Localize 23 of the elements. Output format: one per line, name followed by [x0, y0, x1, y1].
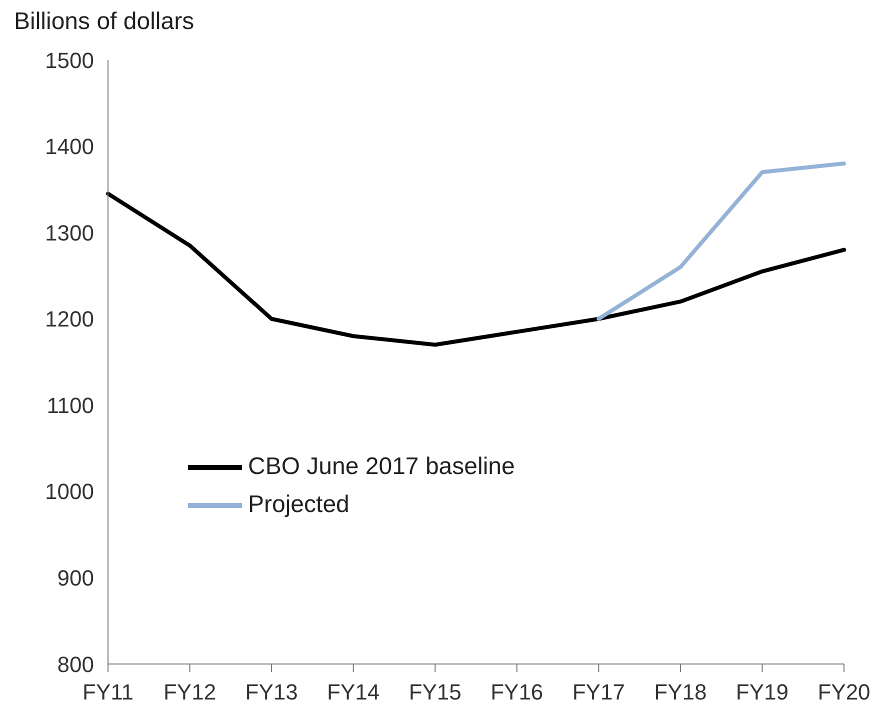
x-tick-label: FY18 — [654, 680, 707, 705]
y-tick-label: 900 — [57, 566, 94, 591]
x-tick-label: FY19 — [736, 680, 789, 705]
legend-label: Projected — [248, 490, 350, 520]
legend-label: CBO June 2017 baseline — [248, 452, 515, 482]
x-tick-label: FY20 — [818, 680, 870, 705]
y-tick-label: 1200 — [45, 306, 94, 332]
y-tick-label: 1300 — [45, 220, 94, 246]
x-tick-label: FY16 — [490, 680, 544, 705]
x-tick-label: FY15 — [408, 680, 462, 705]
line-series — [596, 162, 846, 321]
x-tick-label: FY14 — [327, 680, 380, 705]
y-tick-label: 1500 — [45, 48, 94, 73]
y-tick-label: 1400 — [45, 134, 94, 160]
line-series — [106, 192, 846, 347]
x-tick-label: FY17 — [572, 680, 625, 705]
x-tick-label: FY11 — [82, 680, 134, 705]
y-tick-label: 1100 — [46, 392, 94, 418]
x-tick-label: FY13 — [245, 680, 298, 705]
y-tick-label: 800 — [57, 652, 94, 677]
x-tick-label: FY12 — [163, 680, 216, 705]
y-axis-title: Billions of dollars — [14, 8, 194, 36]
y-tick-label: 1000 — [45, 479, 94, 504]
